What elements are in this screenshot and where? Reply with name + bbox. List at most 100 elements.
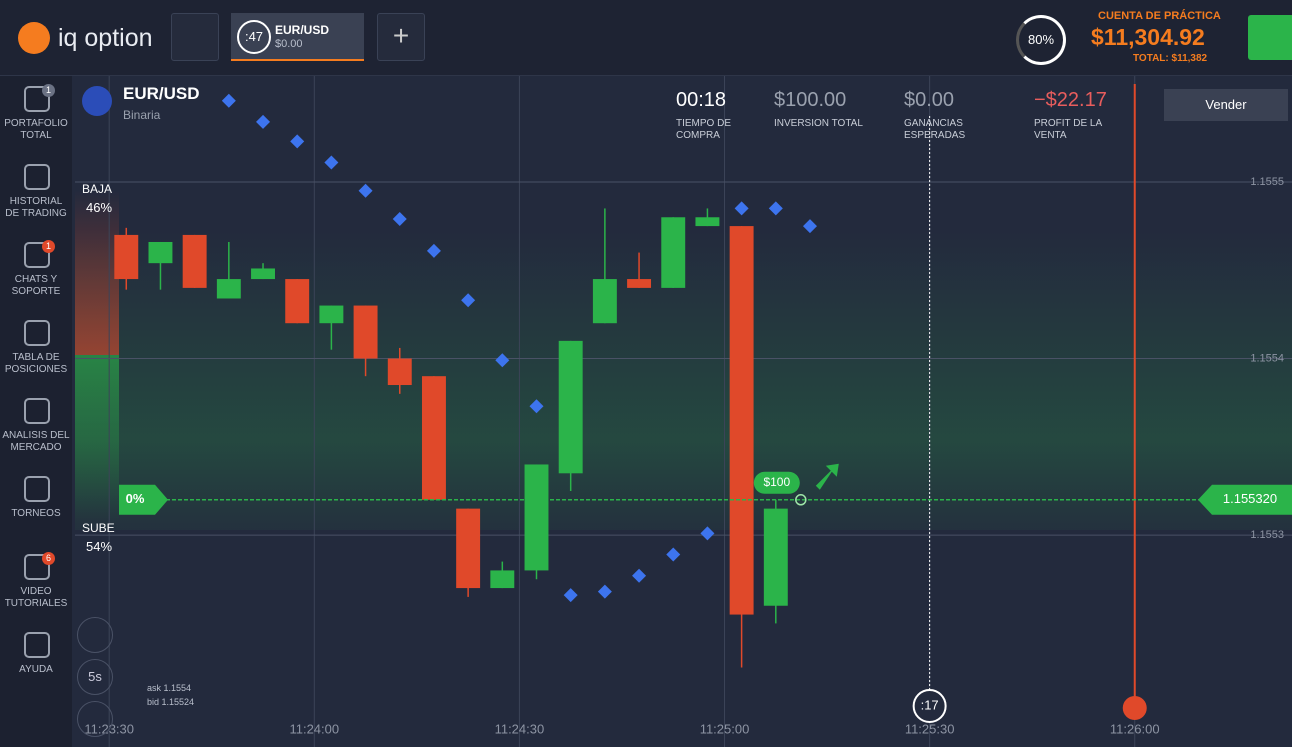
asset-tab[interactable]: :47 EUR/USD $0.00 <box>231 13 364 61</box>
expiration-flag <box>1122 696 1147 720</box>
info-label: INVERSION TOTAL <box>774 118 863 129</box>
info-value: −$22.17 <box>1034 89 1107 111</box>
sar-point <box>768 201 783 216</box>
sidebar-item[interactable]: HISTORIAL DE TRADING <box>0 162 72 236</box>
down-label: BAJA <box>82 182 113 196</box>
sidebar-label: AYUDA <box>19 664 53 675</box>
sidebar-label: TABLA DE POSICIONES <box>4 352 68 375</box>
level[interactable]: 80% <box>1016 15 1066 65</box>
sidebar-item[interactable]: 6 VIDEO TUTORIALES <box>0 552 72 626</box>
sidebar-item[interactable]: AYUDA <box>0 630 72 704</box>
timeframe-button[interactable]: 5s <box>77 659 113 695</box>
y-tick-label: 1.1554 <box>1250 352 1284 364</box>
bid: bid 1.15524 <box>147 697 195 707</box>
price-tag <box>1198 484 1292 515</box>
sidebar-label: ANALISIS DEL MERCADO <box>2 430 70 453</box>
tab-asset: EUR/USD <box>275 23 330 37</box>
sidebar-icon <box>24 476 50 502</box>
candle-body <box>456 508 481 589</box>
candle-body <box>148 241 173 264</box>
timer-circle <box>912 689 947 723</box>
grid-button[interactable] <box>171 13 219 61</box>
sar-point <box>666 547 681 562</box>
up-label: SUBE <box>82 521 115 535</box>
badge: 1 <box>42 84 55 97</box>
asset-name[interactable]: EUR/USD <box>123 84 200 103</box>
sidebar-label: TORNEOS <box>11 508 61 519</box>
candle-body <box>319 305 344 324</box>
info-label: TIEMPO DE COMPRA <box>676 118 732 141</box>
candle-body <box>353 305 378 359</box>
sidebar: 1 PORTAFOLIO TOTAL HISTORIAL DE TRADING 1 CH… <box>0 76 72 747</box>
sidebar-icon <box>24 554 50 580</box>
down-bar <box>75 190 119 355</box>
deposit-button[interactable] <box>1248 15 1292 60</box>
current-price: 1.155320 <box>1223 491 1277 506</box>
sar-point <box>324 155 339 170</box>
candle-body <box>729 226 754 615</box>
y-tick-label: 1.1555 <box>1250 176 1284 188</box>
sar-point <box>734 201 749 216</box>
x-tick-label: 11:25:00 <box>700 721 750 736</box>
sidebar-icon <box>24 632 50 658</box>
up-percent: 54% <box>86 539 113 554</box>
balance[interactable]: $11,304.92 <box>1091 24 1205 50</box>
x-tick-label: 11:26:00 <box>1110 721 1160 736</box>
candle-body <box>114 234 139 280</box>
candle-body <box>695 217 720 227</box>
sar-point <box>221 93 236 108</box>
add-tab[interactable]: + <box>377 13 425 61</box>
candle-body <box>763 508 788 606</box>
chart-type-button[interactable] <box>77 617 113 653</box>
sidebar-label: VIDEO TUTORIALES <box>4 586 68 609</box>
sidebar-icon <box>24 398 50 424</box>
profit-percent: 0% <box>126 491 145 506</box>
candle-body <box>216 279 241 299</box>
logo-icon <box>18 22 50 54</box>
x-tick-label: 11:24:00 <box>289 721 339 736</box>
x-tick-label: 11:24:30 <box>495 721 545 736</box>
draw-tool-button[interactable] <box>77 701 113 737</box>
y-tick-label: 1.1553 <box>1250 529 1284 541</box>
sar-point <box>461 293 476 308</box>
asset-type: Binaria <box>123 108 161 122</box>
candle-body <box>285 279 310 324</box>
info-label: GANANCIAS ESPERADAS <box>904 118 966 141</box>
sar-point <box>632 568 647 583</box>
investment-bubble <box>753 471 800 494</box>
sell-button[interactable]: Vender <box>1164 89 1288 121</box>
sar-point <box>563 588 578 603</box>
up-bar <box>75 355 119 520</box>
badge: 6 <box>42 552 55 565</box>
logo: iq option <box>58 24 153 52</box>
candle-body <box>251 268 275 280</box>
investment: $100 <box>763 475 790 489</box>
sidebar-label: PORTAFOLIO TOTAL <box>4 118 68 141</box>
sidebar-item[interactable]: TORNEOS <box>0 474 72 548</box>
sar-point <box>529 399 544 414</box>
candle-body <box>421 376 446 500</box>
header: iq option :47 EUR/USD $0.00 + 80% CUENTA… <box>0 0 1292 76</box>
sar-point <box>358 183 373 198</box>
timer: :17 <box>921 697 939 712</box>
tab-timer: :47 <box>237 20 271 54</box>
sar-point <box>597 584 612 599</box>
sar-point <box>290 134 305 149</box>
candle-body <box>661 217 686 288</box>
sidebar-item[interactable]: 1 CHATS Y SOPORTE <box>0 240 72 314</box>
candle-body <box>627 279 652 288</box>
sidebar-item[interactable]: 1 PORTAFOLIO TOTAL <box>0 84 72 158</box>
sar-point <box>426 243 441 258</box>
sar-point <box>392 212 407 227</box>
candle-body <box>524 464 549 571</box>
sidebar-item[interactable]: ANALISIS DEL MERCADO <box>0 396 72 470</box>
up-arrow <box>815 463 839 490</box>
badge: 1 <box>42 240 55 253</box>
info-value: 00:18 <box>676 89 727 111</box>
sidebar-item[interactable]: TABLA DE POSICIONES <box>0 318 72 392</box>
candle-body <box>490 570 515 589</box>
sidebar-icon <box>24 242 50 268</box>
sar-point <box>700 526 715 541</box>
